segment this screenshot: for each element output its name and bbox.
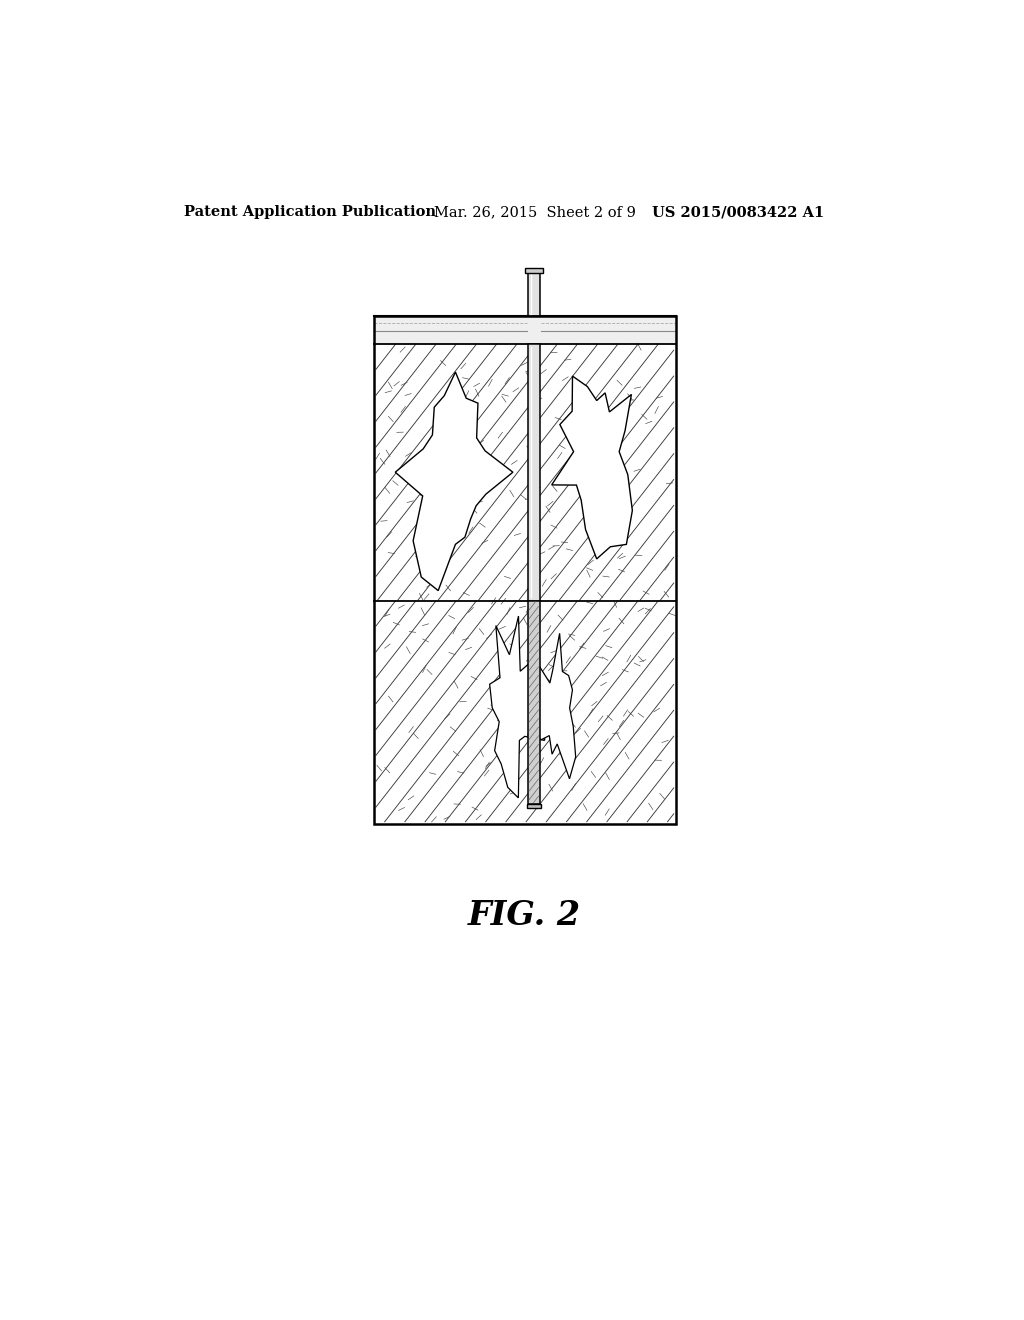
Text: US 2015/0083422 A1: US 2015/0083422 A1 (652, 206, 824, 219)
Bar (528, 601, 540, 804)
Bar (528, 345, 540, 601)
Text: FIG. 2: FIG. 2 (468, 899, 582, 932)
Polygon shape (552, 376, 633, 558)
Text: Patent Application Publication: Patent Application Publication (183, 206, 435, 219)
Bar (526, 804, 541, 808)
Bar (374, 315, 676, 824)
Polygon shape (489, 616, 545, 797)
Bar (528, 273, 540, 315)
Polygon shape (395, 372, 513, 590)
Bar (374, 315, 676, 345)
Polygon shape (528, 634, 575, 779)
Bar (525, 268, 543, 273)
Bar (374, 315, 676, 824)
Text: Mar. 26, 2015  Sheet 2 of 9: Mar. 26, 2015 Sheet 2 of 9 (433, 206, 636, 219)
